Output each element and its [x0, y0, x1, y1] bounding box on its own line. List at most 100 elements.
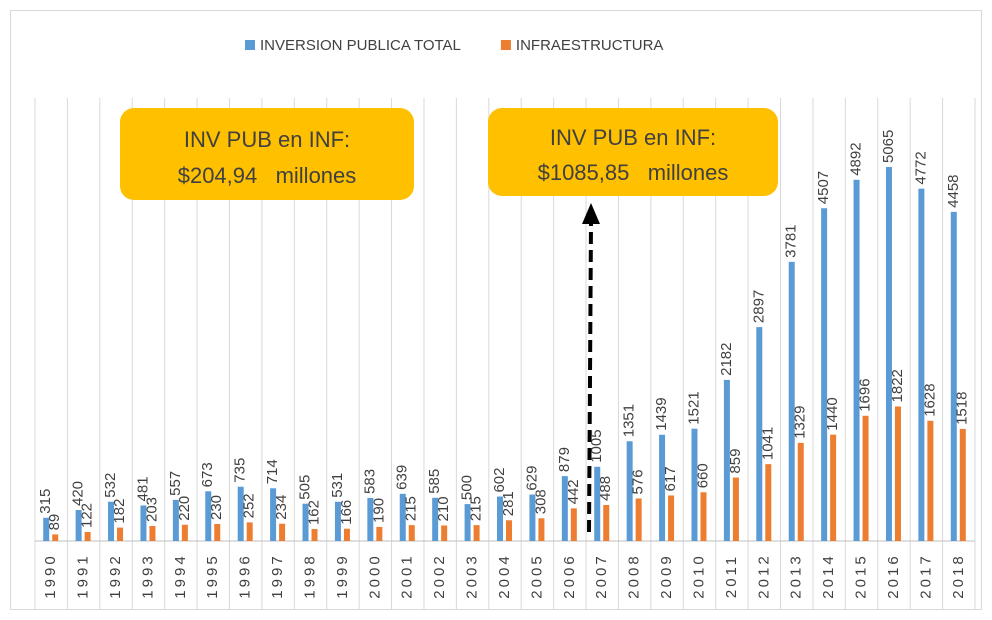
- bar: [497, 496, 503, 541]
- data-label: 660: [694, 463, 711, 488]
- data-label: 1351: [621, 404, 638, 437]
- data-label: 531: [329, 473, 346, 498]
- x-tick-label: 2014: [820, 553, 837, 598]
- bar: [334, 501, 341, 541]
- data-label: 1518: [954, 392, 971, 425]
- data-label: 89: [46, 514, 63, 531]
- x-tick-label: 2018: [950, 553, 967, 598]
- x-tick-label: 2017: [917, 553, 934, 598]
- bar: [464, 504, 471, 541]
- bar: [408, 525, 415, 541]
- data-label: 639: [394, 465, 411, 490]
- data-label: 735: [232, 458, 249, 483]
- bar: [862, 415, 869, 541]
- x-tick-label: 2012: [755, 553, 772, 598]
- bar: [376, 526, 383, 541]
- data-label: 162: [305, 500, 322, 525]
- bar: [172, 499, 179, 541]
- data-label: 4892: [848, 142, 865, 175]
- data-label: 629: [523, 466, 540, 491]
- bar: [367, 497, 374, 541]
- data-label: 281: [500, 491, 517, 516]
- data-label: 617: [662, 466, 679, 491]
- bar: [108, 501, 115, 541]
- legend-label: INVERSION PUBLICA TOTAL: [260, 37, 461, 54]
- data-label: 166: [338, 500, 355, 525]
- bar: [237, 486, 244, 541]
- bar: [723, 379, 730, 541]
- bar: [732, 477, 739, 541]
- data-label: 673: [199, 462, 216, 487]
- data-label: 481: [134, 476, 151, 501]
- x-tick-label: 2010: [690, 553, 707, 598]
- bar: [950, 211, 957, 541]
- bar: [830, 434, 837, 541]
- data-label: 1696: [857, 378, 874, 411]
- data-label: 442: [565, 479, 582, 504]
- data-label: 203: [143, 497, 160, 522]
- x-tick-label: 2016: [885, 553, 902, 598]
- bar: [821, 208, 828, 542]
- bar: [765, 464, 772, 541]
- arrow-shaft: [587, 221, 593, 533]
- data-label: 2897: [750, 290, 767, 323]
- data-label: 122: [79, 503, 96, 528]
- x-tick-label: 2001: [399, 553, 416, 598]
- x-tick-label: 1996: [237, 553, 254, 598]
- x-tick-label: 2004: [496, 553, 513, 598]
- bar: [117, 527, 124, 541]
- x-tick-label: 2000: [366, 553, 383, 598]
- bar: [140, 505, 147, 541]
- bar: [432, 497, 439, 541]
- bar: [959, 428, 966, 541]
- x-tick-label: 1995: [204, 553, 221, 598]
- bar: [691, 428, 698, 541]
- bar: [52, 534, 59, 541]
- legend-swatch: [500, 40, 511, 50]
- data-label: 4772: [912, 151, 929, 184]
- bar: [279, 523, 286, 541]
- data-label: 2182: [718, 343, 735, 376]
- bar: [181, 524, 188, 541]
- bar: [659, 434, 666, 541]
- bar: [797, 442, 804, 541]
- data-label: 1439: [653, 397, 670, 430]
- bar: [603, 504, 610, 541]
- data-label: 234: [273, 495, 290, 520]
- bar: [441, 525, 448, 541]
- x-tick-label: 1993: [139, 553, 156, 598]
- bar: [668, 495, 675, 541]
- data-label: 583: [361, 469, 378, 494]
- bar: [43, 517, 50, 541]
- data-label: 215: [468, 496, 485, 521]
- data-label: 4458: [945, 174, 962, 207]
- bar: [149, 526, 156, 541]
- annotation-text: INV PUB en INF:: [550, 125, 716, 150]
- x-tick-label: 1991: [75, 553, 92, 598]
- bar: [570, 508, 577, 541]
- bar: [205, 491, 212, 541]
- data-label: 3781: [783, 224, 800, 257]
- bar: [75, 509, 82, 541]
- data-label: 5065: [880, 130, 897, 163]
- x-tick-label: 2009: [658, 553, 675, 598]
- data-label: 500: [459, 475, 476, 500]
- x-tick-label: 1990: [42, 553, 59, 598]
- x-tick-label: 1997: [269, 553, 286, 598]
- bar: [894, 406, 901, 541]
- x-tick-label: 2006: [561, 553, 578, 598]
- x-tick-label: 2007: [593, 553, 610, 598]
- data-label: 190: [370, 498, 387, 523]
- data-label: 1440: [824, 397, 841, 430]
- bars: [43, 167, 966, 542]
- x-tick-label: 2011: [723, 554, 740, 598]
- data-label: 182: [111, 499, 128, 524]
- bar: [700, 492, 707, 541]
- annotation-text: INV PUB en INF:: [184, 127, 350, 152]
- bar: [311, 529, 318, 541]
- data-label: 488: [597, 476, 614, 501]
- data-label: 315: [37, 489, 54, 514]
- data-label: 557: [167, 471, 184, 496]
- annotation-text: $1085,85 millones: [538, 160, 729, 185]
